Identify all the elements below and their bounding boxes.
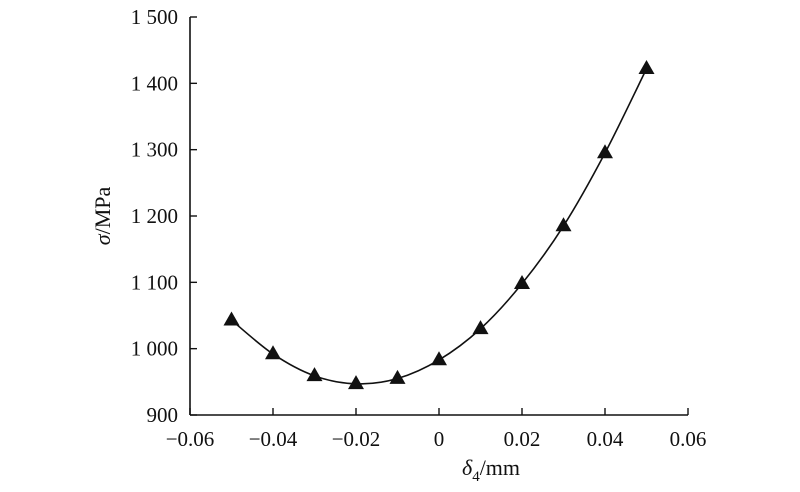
data-point — [597, 144, 613, 159]
data-point — [348, 375, 364, 390]
data-point — [389, 369, 406, 384]
data-point — [638, 60, 655, 75]
x-ticks: −0.06 −0.04 −0.02 0 0.02 0.04 0.06 — [166, 408, 707, 451]
x-tick-label: −0.04 — [249, 427, 298, 451]
data-point — [555, 217, 572, 232]
x-tick-label: 0 — [434, 427, 445, 451]
data-point — [306, 367, 323, 382]
x-tick-label: 0.02 — [504, 427, 541, 451]
data-point — [514, 274, 530, 289]
y-tick-label: 1 400 — [131, 71, 178, 95]
data-markers — [223, 60, 655, 390]
data-point — [223, 311, 240, 326]
x-tick-label: −0.02 — [332, 427, 381, 451]
y-tick-label: 1 100 — [131, 270, 178, 294]
x-tick-label: 0.06 — [670, 427, 707, 451]
y-axis-title: σ/MPa — [90, 187, 115, 246]
series-line — [230, 68, 648, 385]
data-point — [431, 351, 447, 366]
y-ticks: 900 1 000 1 100 1 200 1 300 1 400 1 500 — [131, 5, 197, 427]
data-point — [265, 345, 281, 360]
plot-area: −0.06 −0.04 −0.02 0 0.02 0.04 0.06 900 1 000 1 1… — [131, 5, 707, 451]
y-tick-label: 1 500 — [131, 5, 178, 29]
y-tick-label: 1 000 — [131, 337, 178, 361]
data-point — [472, 320, 489, 335]
x-axis-title: δ4/mm — [462, 455, 520, 485]
y-tick-label: 1 200 — [131, 204, 178, 228]
x-tick-label: −0.06 — [166, 427, 215, 451]
y-tick-label: 900 — [147, 403, 179, 427]
x-tick-label: 0.04 — [587, 427, 624, 451]
y-tick-label: 1 300 — [131, 138, 178, 162]
